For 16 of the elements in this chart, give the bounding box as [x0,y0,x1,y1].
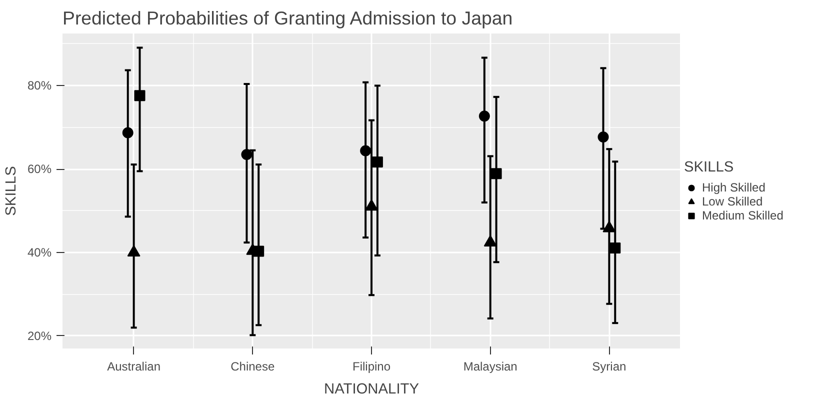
y-tick-label: 40% [27,246,52,260]
chart-title: Predicted Probabilities of Granting Admission to Japan [62,8,513,28]
x-axis-title: NATIONALITY [324,382,420,398]
x-tick-label: Chinese [230,360,275,374]
y-tick-label: 80% [27,78,52,93]
y-axis-title: SKILLS [3,166,20,216]
x-tick-label: Malaysian [463,360,518,374]
y-tick-label: 20% [27,328,52,343]
legend-label: Low Skilled [702,194,763,208]
x-tick-label: Filipino [352,360,391,374]
legend-label: Medium Skilled [702,208,784,222]
legend-label: High Skilled [702,180,766,194]
y-tick-label: 60% [27,162,52,176]
legend-title: SKILLS [684,159,735,175]
x-tick-label: Australian [107,360,160,374]
x-tick-label: Syrian [592,360,626,374]
